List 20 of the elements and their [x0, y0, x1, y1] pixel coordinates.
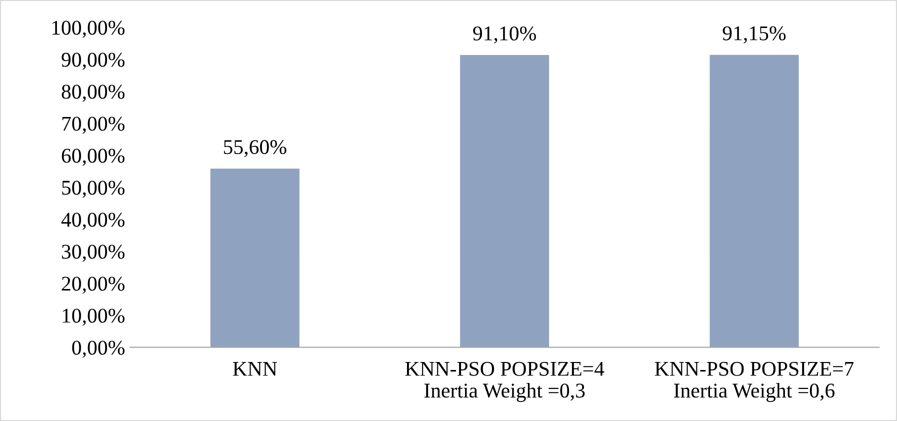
- data-label: 55,60%: [224, 140, 286, 158]
- y-tick-label: 90,00%: [62, 52, 124, 70]
- y-tick-label: 0,00%: [72, 340, 124, 358]
- y-tick-label: 20,00%: [62, 276, 124, 294]
- x-tick-label: KNN-PSO POPSIZE=7 Inertia Weight =0,6: [654, 362, 854, 402]
- data-label: 91,15%: [722, 26, 786, 44]
- y-tick-label: 80,00%: [62, 84, 124, 102]
- bar: [460, 55, 550, 348]
- y-tick-label: 70,00%: [62, 116, 124, 134]
- x-tick-label: KNN: [232, 362, 277, 376]
- x-tick-label: KNN-PSO POPSIZE=4 Inertia Weight =0,3: [405, 362, 604, 402]
- y-tick-label: 30,00%: [62, 244, 124, 262]
- y-tick-label: 50,00%: [62, 180, 124, 198]
- bar: [210, 168, 300, 348]
- bar: [710, 54, 799, 348]
- y-tick-label: 100,00%: [52, 20, 124, 38]
- y-tick-label: 40,00%: [61, 212, 124, 230]
- data-label: 91,10%: [473, 26, 536, 44]
- y-tick-label: 10,00%: [62, 308, 124, 326]
- y-tick-label: 60,00%: [62, 148, 124, 166]
